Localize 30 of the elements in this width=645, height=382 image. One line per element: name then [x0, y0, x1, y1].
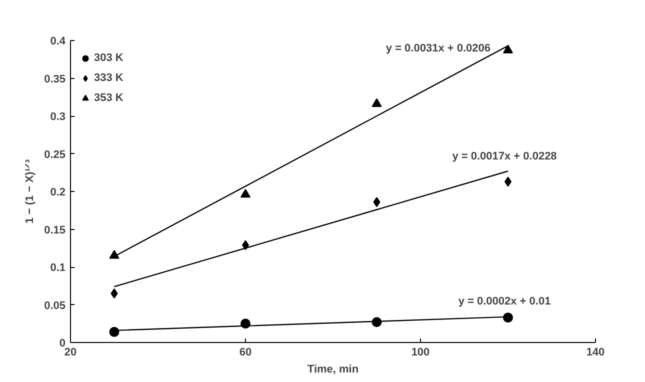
point	[240, 188, 250, 198]
y-tick-label: 0.4	[50, 36, 66, 48]
annotation: y = 0.0031x + 0.0206	[386, 42, 491, 54]
point	[109, 250, 120, 259]
legend-label: 333 K	[94, 72, 124, 84]
x-tick-label: 100	[411, 346, 430, 358]
y-axis-title: 1 − (1 − X)¹ᐟ³	[24, 159, 36, 224]
annotation: y = 0.0002x + 0.01	[458, 296, 551, 308]
x-tick-label: 20	[64, 346, 77, 358]
point	[109, 326, 120, 337]
x-tick-label: 140	[586, 346, 605, 358]
point	[503, 44, 513, 54]
y-tick-label: 0.35	[44, 73, 66, 86]
y-tick-label: 0.15	[44, 224, 66, 236]
y-tick-label: 0.05	[44, 300, 66, 312]
point	[373, 197, 380, 208]
point	[372, 98, 382, 108]
point	[503, 312, 513, 323]
x-axis-title: Time, min	[307, 364, 359, 376]
y-tick-label: 0.25	[44, 148, 66, 161]
legend-label: 303 K	[94, 52, 124, 64]
annotation: y = 0.0017x + 0.0228	[452, 150, 557, 162]
x-tick-label: 60	[239, 346, 252, 358]
y-tick-label: 0.2	[50, 186, 66, 198]
line-series	[114, 170, 509, 288]
y-tick-label: 0.3	[50, 111, 66, 123]
point	[110, 288, 118, 298]
legend-label: 353 K	[94, 92, 124, 104]
y-tick-label: 0	[59, 338, 66, 350]
y-tick-label: 0.1	[50, 262, 66, 274]
